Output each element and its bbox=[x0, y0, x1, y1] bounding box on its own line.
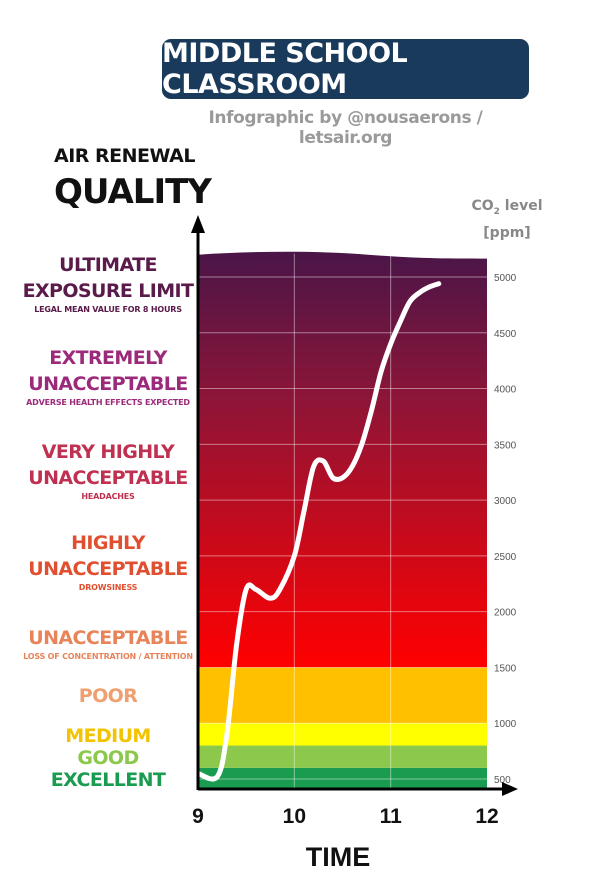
level-unacceptable: UNACCEPTABLE LOSS OF CONCENTRATION / ATT… bbox=[20, 625, 196, 663]
level-ultimate-exposure-limit: ULTIMATE EXPOSURE LIMIT LEGAL MEAN VALUE… bbox=[20, 252, 196, 316]
credit-line: Infographic by @nousaerons / letsair.org bbox=[208, 108, 483, 148]
level-highly-unacceptable: HIGHLY UNACCEPTABLE DROWSINESS bbox=[20, 530, 196, 594]
level-description: LEGAL MEAN VALUE FOR 8 HOURS bbox=[34, 305, 182, 314]
y-tick-label: 3500 bbox=[494, 440, 517, 451]
y-axis-label-sub: 2 bbox=[493, 206, 500, 217]
level-name: UNACCEPTABLE bbox=[28, 627, 188, 649]
y-tick-label: 500 bbox=[494, 775, 511, 786]
level-very-highly-unacceptable: VERY HIGHLY UNACCEPTABLE HEADACHES bbox=[20, 439, 196, 503]
level-name: VERY HIGHLY UNACCEPTABLE bbox=[28, 441, 188, 489]
level-name: GOOD bbox=[77, 747, 139, 769]
x-axis-label: TIME bbox=[306, 842, 371, 872]
y-axis-unit: [ppm] bbox=[483, 224, 531, 241]
y-tick-label: 1000 bbox=[494, 719, 517, 730]
co2-series-line bbox=[195, 281, 442, 782]
level-name: EXCELLENT bbox=[50, 769, 166, 791]
zone-band bbox=[198, 745, 487, 768]
zone-band bbox=[198, 767, 487, 791]
level-name: ULTIMATE EXPOSURE LIMIT bbox=[22, 254, 194, 302]
level-description: HEADACHES bbox=[81, 492, 135, 501]
y-axis-arrow bbox=[191, 215, 205, 233]
level-description: LOSS OF CONCENTRATION / ATTENTION bbox=[23, 652, 193, 661]
y-tick-label: 4500 bbox=[494, 329, 517, 340]
y-axis-label: CO2 level [ppm] bbox=[466, 196, 548, 244]
title-banner: MIDDLE SCHOOL CLASSROOM bbox=[162, 38, 529, 100]
x-tick-label: 11 bbox=[380, 805, 403, 828]
x-tick-label: 12 bbox=[475, 805, 498, 828]
x-axis-arrow bbox=[502, 782, 518, 796]
level-description: ADVERSE HEALTH EFFECTS EXPECTED bbox=[26, 398, 190, 407]
y-axis-label-rest: level bbox=[499, 198, 543, 214]
y-tick-label: 1500 bbox=[494, 663, 517, 674]
quality-heading-line2: QUALITY bbox=[54, 172, 212, 212]
level-name: HIGHLY UNACCEPTABLE bbox=[28, 532, 188, 580]
y-tick-label: 2500 bbox=[494, 552, 517, 563]
level-good: GOOD bbox=[20, 745, 196, 771]
level-medium: MEDIUM bbox=[20, 723, 196, 749]
x-tick-label: 9 bbox=[192, 805, 204, 828]
level-extremely-unacceptable: EXTREMELY UNACCEPTABLE ADVERSE HEALTH EF… bbox=[20, 345, 196, 409]
level-name: EXTREMELY UNACCEPTABLE bbox=[28, 347, 188, 395]
level-name: MEDIUM bbox=[65, 725, 151, 747]
level-excellent: EXCELLENT bbox=[20, 767, 196, 793]
y-tick-label: 3000 bbox=[494, 496, 517, 507]
page-title: MIDDLE SCHOOL CLASSROOM bbox=[162, 38, 408, 100]
quality-heading-line1: AIR RENEWAL bbox=[54, 145, 195, 167]
level-name: POOR bbox=[78, 685, 138, 707]
level-description: DROWSINESS bbox=[78, 583, 138, 592]
zone-band bbox=[198, 667, 487, 724]
x-tick-label: 10 bbox=[283, 805, 306, 828]
danger-zone-area bbox=[198, 251, 487, 668]
level-poor: POOR bbox=[20, 683, 196, 709]
zone-band bbox=[198, 723, 487, 746]
y-tick-label: 2000 bbox=[494, 608, 517, 619]
y-tick-label: 5000 bbox=[494, 273, 517, 284]
y-tick-label: 4000 bbox=[494, 385, 517, 396]
y-axis-label-main: CO bbox=[471, 198, 494, 214]
